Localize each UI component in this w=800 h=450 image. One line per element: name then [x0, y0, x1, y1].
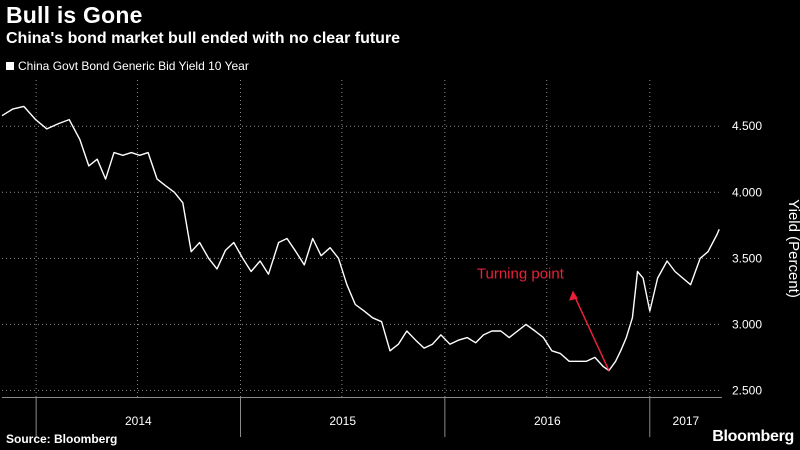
series-line: [1, 105, 720, 372]
y-tick-label: 4.000: [732, 185, 762, 199]
y-tick-label: 3.000: [732, 317, 762, 331]
x-tick-label: 2016: [534, 414, 561, 428]
x-tick-label: 2017: [673, 414, 700, 428]
source-note: Source: Bloomberg: [6, 432, 118, 446]
chart-title: Bull is Gone: [6, 2, 143, 28]
y-axis-title: Yield (Percent): [785, 199, 800, 298]
legend-label: China Govt Bond Generic Bid Yield 10 Yea…: [18, 59, 249, 73]
y-tick-label: 2.500: [732, 383, 762, 397]
annotation-arrow: [572, 292, 610, 371]
x-tick-label: 2015: [329, 414, 356, 428]
legend-swatch: [6, 62, 14, 70]
y-tick-label: 3.500: [732, 251, 762, 265]
legend: China Govt Bond Generic Bid Yield 10 Yea…: [6, 59, 249, 73]
annotation-arrowhead: [568, 290, 578, 301]
x-tick-label: 2014: [125, 414, 152, 428]
bloomberg-logo: Bloomberg: [712, 428, 794, 445]
chart-subtitle: China's bond market bull ended with no c…: [6, 30, 401, 47]
annotation-label: Turning point: [477, 266, 565, 283]
y-tick-label: 4.500: [732, 119, 762, 133]
